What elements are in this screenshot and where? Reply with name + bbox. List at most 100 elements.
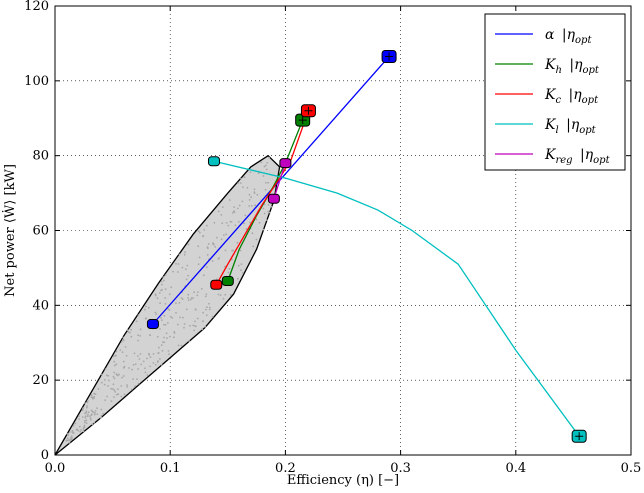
scatter-dot	[182, 316, 184, 319]
scatter-dot	[131, 368, 133, 371]
scatter-dot	[114, 391, 117, 393]
scatter-dot	[82, 407, 84, 410]
x-tick-label: 0.1	[160, 461, 181, 476]
scatter-dot	[187, 274, 190, 277]
scatter-dot	[213, 221, 216, 224]
scatter-dot	[164, 297, 167, 299]
scatter-dot	[160, 317, 163, 319]
scatter-dot	[262, 175, 265, 177]
scatter-dot	[234, 224, 237, 227]
scatter-dot	[219, 294, 222, 296]
scatter-dot	[100, 416, 103, 419]
scatter-dot	[184, 251, 187, 254]
scatter-dot	[115, 363, 118, 366]
scatter-dot	[121, 376, 123, 379]
scatter-dot	[164, 303, 167, 305]
scatter-dot	[147, 306, 150, 309]
scatter-dot	[101, 373, 103, 376]
scatter-dot	[171, 316, 174, 319]
scatter-dot	[231, 249, 234, 252]
scatter-dot	[158, 346, 160, 349]
scatter-dot	[204, 326, 207, 328]
scatter-dot	[80, 429, 82, 431]
scatter-dot	[104, 399, 107, 401]
scatter-dot	[221, 206, 224, 209]
scatter-dot	[71, 437, 73, 439]
series-marker-cross	[298, 116, 307, 125]
scatter-dot	[146, 374, 149, 376]
scatter-dot	[154, 363, 157, 366]
scatter-dot	[265, 219, 268, 222]
scatter-dot	[252, 245, 255, 248]
scatter-dot	[181, 298, 184, 301]
scatter-dot	[96, 407, 98, 410]
scatter-dot	[202, 274, 205, 277]
x-tick-label: 0.0	[45, 461, 66, 476]
scatter-dot	[229, 293, 232, 296]
scatter-dot	[83, 421, 86, 424]
scatter-dot	[238, 204, 241, 207]
scatter-dot	[117, 374, 119, 377]
scatter-dot	[224, 265, 226, 268]
scatter-dot	[160, 280, 163, 283]
scatter-dot	[239, 182, 242, 184]
legend-label: Kreg |ηopt	[544, 147, 611, 166]
scatter-dot	[100, 408, 103, 411]
scatter-dot	[227, 271, 230, 274]
scatter-dot	[218, 257, 221, 259]
scatter-dot	[237, 264, 240, 267]
scatter-dot	[220, 238, 223, 241]
scatter-dot	[132, 364, 135, 366]
scatter-dot	[87, 413, 89, 416]
scatter-dot	[243, 176, 246, 179]
scatter-dot	[167, 322, 169, 324]
scatter-dot	[164, 324, 167, 326]
scatter-dot	[94, 412, 96, 414]
y-axis-ticks: 0 20 40 60 80 100 120	[24, 0, 631, 463]
scatter-dot	[115, 393, 118, 396]
scatter-dot	[183, 326, 185, 329]
legend-label: α |ηopt	[545, 27, 592, 46]
scatter-dot	[138, 358, 141, 360]
scatter-dot	[173, 332, 176, 334]
scatter-dot	[166, 337, 168, 339]
scatter-dot	[148, 353, 151, 356]
scatter-dot	[93, 413, 96, 416]
scatter-dot	[170, 286, 173, 289]
scatter-dot	[202, 320, 205, 323]
scatter-dot	[104, 368, 107, 370]
series-marker-cross	[304, 106, 313, 115]
scatter-dot	[193, 291, 196, 294]
scatter-dot	[89, 417, 92, 420]
scatter-dot	[201, 328, 204, 331]
scatter-dot	[113, 389, 116, 392]
scatter-dot	[203, 229, 206, 231]
series-marker	[221, 276, 234, 287]
scatter-dot	[267, 210, 270, 213]
scatter-dot	[267, 204, 270, 206]
scatter-dot	[172, 270, 174, 273]
legend-label: Kc |ηopt	[544, 87, 599, 106]
scatter-dot	[164, 274, 167, 276]
scatter-dot	[154, 294, 157, 297]
scatter-dot	[206, 254, 209, 256]
scatter-dot	[209, 306, 211, 309]
scatter-dot	[241, 200, 244, 203]
scatter-dot	[93, 397, 95, 399]
scatter-dot	[183, 253, 186, 256]
scatter-dot	[199, 231, 201, 234]
scatter-dot	[161, 288, 163, 291]
scatter-dot	[159, 302, 162, 305]
scatter-dot	[158, 292, 161, 294]
scatter-dot	[214, 246, 217, 248]
scatter-dot	[114, 354, 117, 357]
scatter-dot	[237, 220, 240, 223]
scatter-dot	[134, 363, 137, 365]
scatter-dot	[91, 410, 94, 413]
scatter-dot	[144, 308, 146, 311]
scatter-dot	[122, 336, 125, 339]
scatter-dot	[85, 406, 88, 409]
scatter-dot	[242, 186, 244, 189]
scatter-dot	[206, 246, 209, 249]
scatter-dot	[82, 430, 85, 433]
